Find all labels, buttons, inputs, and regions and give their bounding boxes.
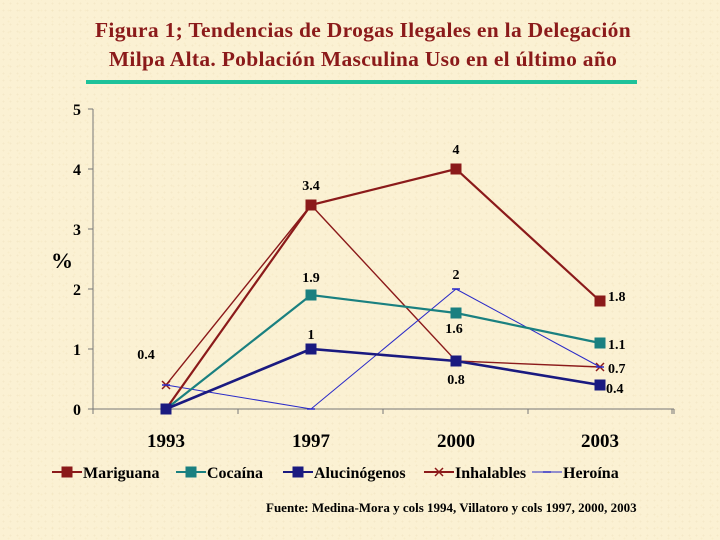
- data-label: 1.8: [608, 290, 626, 305]
- data-point: [450, 307, 462, 319]
- data-label: 0.8: [447, 373, 465, 388]
- legend-swatch-marker: [61, 466, 73, 478]
- chart-title: Figura 1; Tendencias de Drogas Ilegales …: [0, 16, 720, 74]
- data-point: [594, 379, 606, 391]
- legend-label: Alucinógenos: [314, 465, 406, 482]
- legend-label: Cocaína: [207, 465, 263, 482]
- data-label: 1.1: [608, 338, 626, 353]
- data-point: [450, 163, 462, 175]
- y-tick-label: 0: [73, 402, 81, 419]
- title-line-1: Figura 1; Tendencias de Drogas Ilegales …: [95, 18, 631, 42]
- legend-label: Inhalables: [455, 465, 526, 482]
- y-tick-label: 4: [73, 162, 81, 179]
- series-line-cocaína: [165, 293, 601, 410]
- legend-label: Heroína: [563, 465, 619, 482]
- x-tick-label: 2003: [581, 431, 619, 452]
- legend: Mariguana Cocaína Alucinógenos Inhalables He…: [52, 465, 619, 482]
- legend-swatch-marker: [434, 467, 444, 477]
- data-label: 1.9: [302, 271, 320, 286]
- data-point: [594, 295, 606, 307]
- series-line-alucinógenos: [165, 347, 601, 411]
- legend-swatch-marker: [292, 466, 304, 478]
- data-label: 1: [308, 328, 315, 343]
- legend-swatch-marker: [185, 466, 197, 478]
- x-tick-label: 2000: [437, 431, 475, 452]
- data-label: 0.4: [137, 348, 155, 363]
- data-labels-layer: 3.4 4 1.8 1.9 1.6 1.1 1 0.8 0.4 0.4 0.7 2: [137, 143, 625, 397]
- data-point: [305, 343, 317, 355]
- series-line-mariguana: [165, 167, 601, 410]
- data-label: 4: [453, 143, 460, 158]
- y-tick-label: 5: [73, 102, 81, 119]
- source-note: Fuente: Medina-Mora y cols 1994, Villato…: [266, 500, 637, 515]
- series-layer: [160, 163, 606, 415]
- title-underline: [86, 80, 637, 84]
- data-point: [450, 355, 462, 367]
- data-point: [160, 403, 172, 415]
- data-label: 1.6: [445, 322, 463, 337]
- y-tick-label: 1: [73, 342, 81, 359]
- x-tick-label: 1997: [292, 431, 331, 452]
- data-point: [305, 289, 317, 301]
- x-tick-label: 1993: [147, 431, 185, 452]
- y-tick-label: 3: [73, 222, 81, 239]
- y-tick-label: 2: [73, 282, 81, 299]
- series-line-heroína: [165, 288, 601, 410]
- legend-label: Mariguana: [83, 465, 159, 482]
- data-point: [305, 199, 317, 211]
- y-axis-label: %: [51, 248, 73, 273]
- data-label: 0.4: [606, 382, 624, 397]
- data-point: [594, 337, 606, 349]
- title-line-2: Milpa Alta. Población Masculina Uso en e…: [108, 47, 618, 71]
- axes: 0 1 2 3 4 5 1993 1997 2000 2003%: [51, 102, 675, 452]
- data-label: 0.7: [608, 362, 626, 377]
- series-line-inhalables: [165, 203, 601, 386]
- data-label: 3.4: [302, 179, 320, 194]
- data-label: 2: [453, 268, 460, 283]
